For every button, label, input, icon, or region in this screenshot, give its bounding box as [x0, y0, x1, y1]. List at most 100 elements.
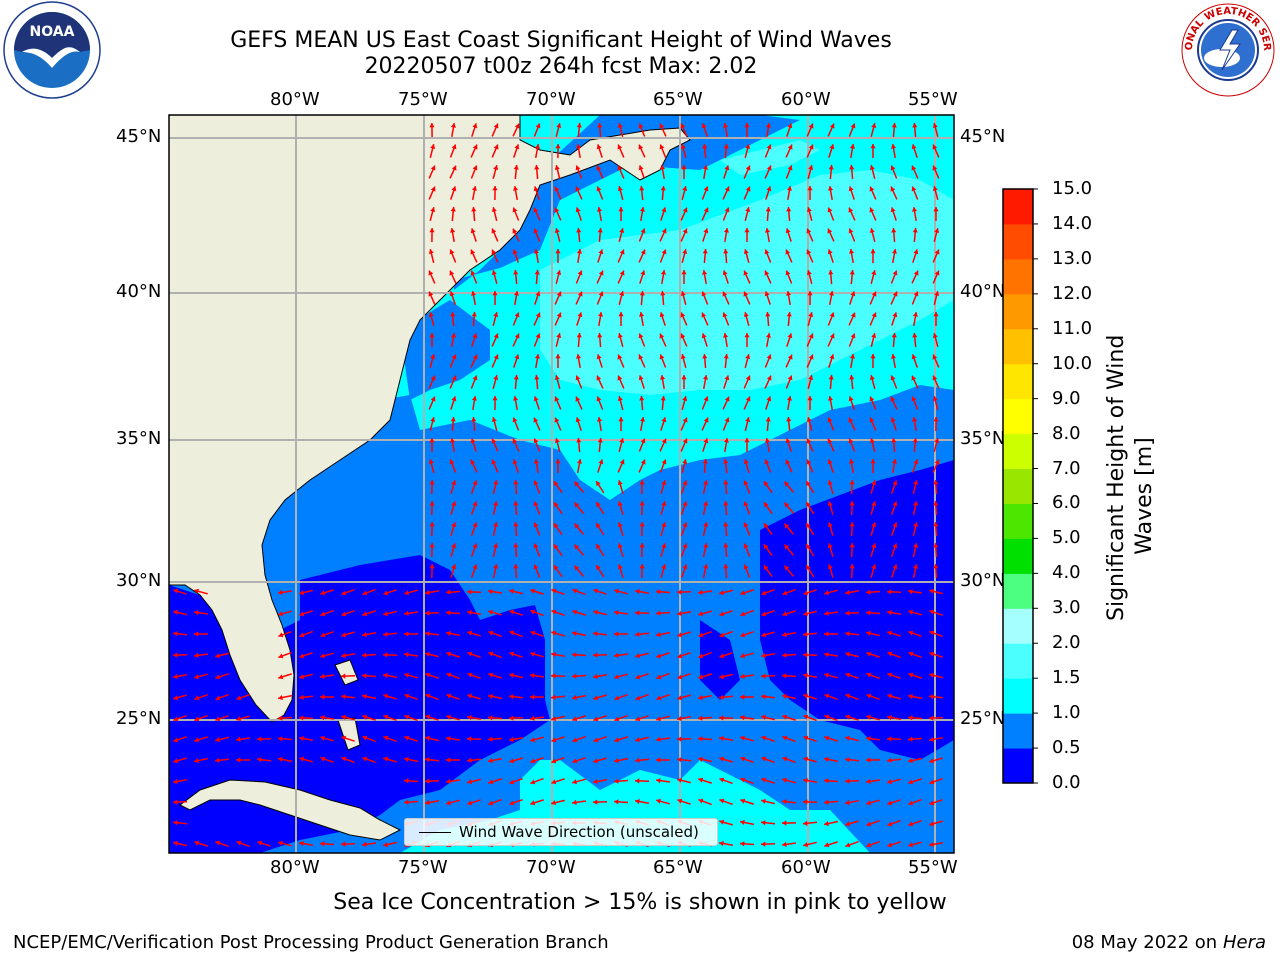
wave-direction-arrowhead [702, 459, 708, 464]
wave-direction-arrowhead [703, 207, 709, 213]
wave-direction-arrowhead [299, 611, 305, 617]
wave-direction-arrowhead [656, 757, 661, 763]
wave-direction-arrowhead [677, 695, 683, 701]
wave-direction-arrowhead [698, 715, 703, 721]
wave-direction-arrowhead [892, 270, 898, 276]
wave-direction-arrowhead [639, 207, 645, 212]
wave-direction-arrowhead [656, 778, 661, 784]
wave-direction-arrowhead [513, 522, 519, 527]
wave-direction-arrowhead [724, 417, 730, 423]
wave-direction-arrowhead [576, 228, 582, 233]
wave-direction-arrowhead [682, 459, 688, 464]
wave-direction-arrowhead [593, 609, 598, 615]
wave-direction-arrowhead [404, 631, 409, 637]
wave-direction-arrowhead [598, 459, 604, 465]
wave-direction-arrowhead [723, 354, 729, 359]
wave-direction-arrowhead [320, 715, 325, 721]
wave-direction-arrowhead [194, 652, 199, 658]
wave-direction-arrowhead [509, 736, 514, 742]
wave-direction-arrowhead [719, 715, 724, 721]
wave-direction-arrowhead [829, 123, 835, 129]
wave-direction-arrowhead [362, 611, 368, 617]
wave-direction-arrowhead [470, 459, 476, 465]
wave-direction-arrowhead [845, 757, 850, 763]
wave-direction-arrowhead [236, 716, 241, 722]
wave-direction-arrowhead [509, 588, 514, 594]
wave-direction-arrowhead [173, 609, 178, 615]
wave-direction-arrowhead [194, 610, 199, 616]
wave-direction-arrowhead [512, 228, 518, 234]
wave-direction-arrowhead [467, 715, 472, 721]
wave-direction-arrowhead [472, 354, 478, 360]
wave-direction-arrowhead [320, 653, 325, 659]
wave-direction-arrowhead [593, 758, 599, 764]
wave-direction-arrowhead [912, 228, 918, 233]
wave-direction-arrowhead [551, 630, 557, 636]
wave-direction-arrowhead [723, 459, 729, 464]
wave-direction-arrowhead [404, 672, 409, 678]
wave-direction-arrowhead [761, 820, 766, 826]
wave-direction-arrowhead [278, 674, 284, 680]
wave-direction-arrowhead [806, 249, 812, 255]
wave-direction-arrowhead [512, 459, 518, 465]
wave-direction-arrowhead [723, 522, 729, 527]
wave-direction-arrowhead [891, 333, 897, 338]
wave-direction-arrowhead [908, 630, 914, 636]
wave-direction-arrowhead [638, 123, 644, 129]
wave-direction-arrowhead [530, 758, 536, 764]
wave-direction-arrowhead [597, 438, 603, 443]
map-frame [168, 114, 955, 854]
wave-direction-arrowhead [824, 778, 829, 784]
wave-direction-arrowhead [574, 502, 580, 508]
wave-direction-arrowhead [785, 459, 791, 465]
wave-direction-arrowhead [913, 270, 919, 276]
wave-direction-arrowhead [744, 123, 750, 128]
wave-direction-arrowhead [278, 611, 283, 617]
wave-direction-arrowhead [472, 522, 478, 528]
wave-direction-arrowhead [404, 756, 409, 762]
wave-direction-arrowhead [911, 354, 917, 360]
wave-direction-arrowhead [341, 694, 346, 700]
wave-direction-arrowhead [614, 695, 620, 701]
wave-direction-arrowhead [848, 438, 854, 444]
wave-direction-arrowhead [635, 778, 640, 784]
wave-direction-arrowhead [763, 502, 769, 508]
wave-direction-arrowhead [597, 417, 603, 422]
wave-direction-arrowhead [766, 396, 772, 402]
wave-direction-arrowhead [892, 543, 898, 549]
wave-direction-arrowhead [278, 715, 283, 721]
wave-direction-arrowhead [866, 589, 871, 595]
wave-direction-arrowhead [743, 312, 749, 317]
wave-band-15-20 [540, 170, 954, 395]
wave-direction-arrowhead [660, 165, 665, 170]
wave-direction-arrowhead [933, 522, 939, 527]
wave-direction-arrowhead [724, 186, 730, 192]
wave-direction-arrowhead [597, 312, 603, 317]
wave-direction-arrowhead [554, 165, 560, 170]
wave-direction-arrowhead [429, 564, 435, 569]
wave-direction-arrowhead [680, 291, 686, 296]
wave-direction-arrowhead [194, 840, 200, 846]
wave-direction-arrowhead [829, 312, 835, 318]
wave-direction-arrowhead [299, 841, 304, 847]
wave-direction-arrowhead [912, 333, 918, 338]
wave-direction-arrowhead [640, 459, 646, 465]
wave-direction-arrowhead [451, 543, 457, 549]
wave-direction-arrowhead [533, 543, 539, 549]
wave-direction-arrowhead [929, 672, 934, 678]
wave-direction-arrowhead [509, 779, 515, 785]
wave-direction-arrowhead [848, 228, 854, 234]
wave-direction-arrowhead [635, 653, 640, 659]
wave-direction-arrowhead [866, 757, 871, 763]
wave-direction-arrowhead [509, 694, 514, 700]
lat-label-left-30n: 30°N [116, 570, 162, 591]
wave-direction-arrowhead [929, 630, 935, 636]
wave-band-05-10-coast [454, 115, 800, 290]
wave-direction-arrowhead [638, 144, 644, 150]
wave-direction-arrowhead [383, 652, 388, 658]
wave-direction-arrowhead [845, 651, 850, 657]
wave-direction-arrowhead [656, 610, 661, 616]
wave-direction-arrowhead [845, 842, 851, 848]
wave-direction-arrowhead [428, 270, 434, 276]
wave-direction-arrowhead [719, 736, 724, 742]
